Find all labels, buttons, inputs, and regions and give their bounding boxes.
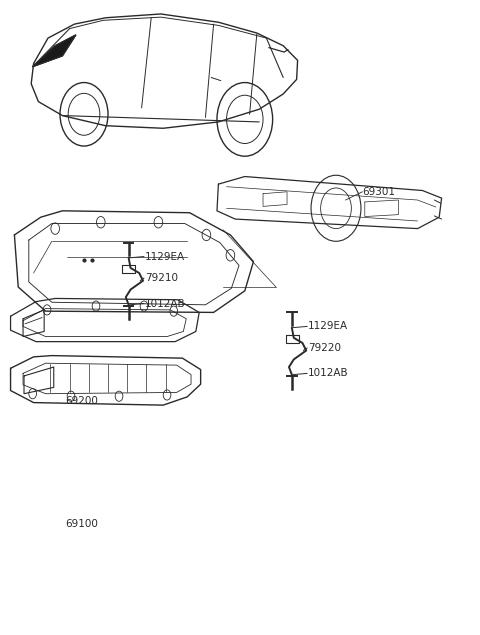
Text: 69301: 69301 [362, 187, 396, 197]
Text: 1129EA: 1129EA [308, 321, 348, 331]
Polygon shape [33, 35, 76, 67]
Text: 1012AB: 1012AB [308, 368, 349, 378]
Text: 1129EA: 1129EA [145, 251, 185, 262]
Text: 69100: 69100 [65, 519, 97, 529]
Text: 1012AB: 1012AB [145, 298, 186, 309]
Text: 79220: 79220 [308, 343, 341, 353]
Text: 79210: 79210 [145, 273, 178, 283]
Text: 69200: 69200 [65, 396, 97, 406]
